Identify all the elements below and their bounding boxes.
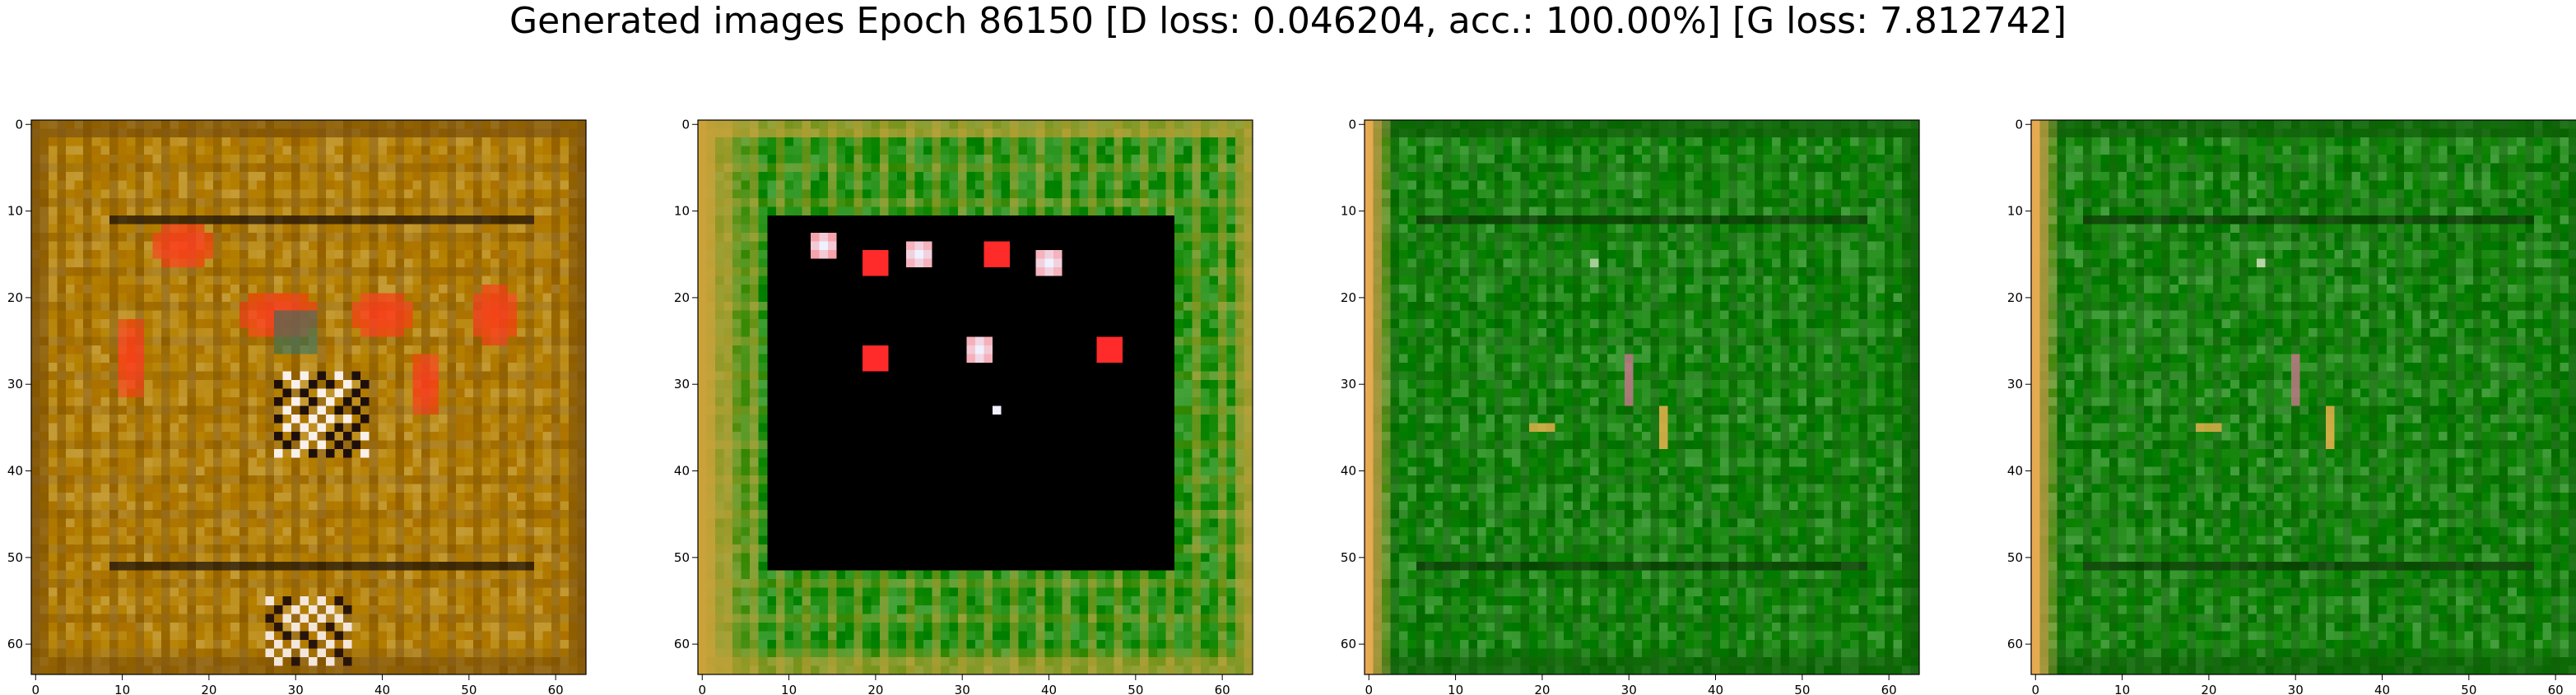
x-tick-label: 10 [2114,683,2130,695]
image-pixels [31,120,587,675]
y-tick-label: 30 [674,377,690,392]
x-tick-label: 60 [1215,683,1230,695]
x-tick-label: 40 [374,683,390,695]
x-tick-label: 40 [1041,683,1057,695]
x-tick-label: 20 [2201,683,2216,695]
y-tick-label: 50 [1341,550,1356,565]
x-tick-label: 0 [1365,683,1373,695]
y-tick-label: 30 [7,377,23,392]
figure-title: Generated images Epoch 86150 [D loss: 0.… [509,0,2067,42]
image-pixels [1365,120,1920,675]
x-tick-label: 30 [1621,683,1637,695]
x-tick-label: 30 [288,683,304,695]
image-axes-2: 0 10 20 30 40 50 60 0 10 20 30 40 50 60 [674,117,1253,695]
y-tick-label: 60 [1341,637,1356,651]
x-tick-label: 0 [2031,683,2039,695]
y-tick-label: 50 [7,550,23,565]
axes-frame [697,119,1253,675]
x-tick-label: 0 [31,683,40,695]
y-tick-label: 10 [674,204,690,219]
x-tick-label: 50 [1794,683,1810,695]
x-tick-label: 30 [955,683,970,695]
image-panel-1: 0 10 20 30 40 50 60 0 10 20 30 40 50 60 [7,117,587,695]
image-axes-1: 0 10 20 30 40 50 60 0 10 20 30 40 50 60 [7,117,587,695]
y-tick-label: 60 [2007,637,2023,651]
y-tick-label: 0 [681,117,690,132]
y-tick-label: 10 [1341,204,1356,219]
y-tick-label: 0 [2015,117,2023,132]
axes-frame [2030,119,2576,675]
x-tick-label: 60 [1881,683,1897,695]
y-tick-label: 0 [1348,117,1356,132]
axes-frame [1364,119,1920,675]
x-tick-label: 50 [2461,683,2476,695]
x-tick-label: 50 [1128,683,1143,695]
axes-frame [30,119,587,675]
image-axes-4: 0 10 20 30 40 50 60 0 10 20 30 40 50 60 [2007,117,2576,695]
x-tick-label: 60 [548,683,564,695]
y-tick-label: 10 [2007,204,2023,219]
y-tick-label: 30 [2007,377,2023,392]
x-tick-label: 20 [867,683,883,695]
x-tick-label: 50 [461,683,477,695]
x-tick-label: 60 [2548,683,2564,695]
image-axes-3: 0 10 20 30 40 50 60 0 10 20 30 40 50 60 [1341,117,1920,695]
y-tick-label: 60 [674,637,690,651]
y-tick-label: 50 [674,550,690,565]
y-tick-label: 10 [7,204,23,219]
y-tick-label: 20 [7,290,23,305]
image-panel-3: 0 10 20 30 40 50 60 0 10 20 30 40 50 60 [1341,117,1920,695]
y-tick-label: 40 [7,464,23,479]
x-tick-label: 40 [1708,683,1723,695]
x-tick-label: 10 [1448,683,1463,695]
x-tick-label: 20 [1534,683,1550,695]
y-tick-label: 40 [674,464,690,479]
x-tick-label: 10 [114,683,130,695]
image-panel-4: 0 10 20 30 40 50 60 0 10 20 30 40 50 60 [2007,117,2576,695]
y-tick-label: 40 [2007,464,2023,479]
image-pixels [2031,120,2576,675]
y-tick-label: 50 [2007,550,2023,565]
x-tick-label: 40 [2374,683,2390,695]
y-tick-label: 0 [15,117,23,132]
y-tick-label: 60 [7,637,23,651]
y-tick-label: 20 [1341,290,1356,305]
y-tick-label: 30 [1341,377,1356,392]
y-tick-label: 40 [1341,464,1356,479]
image-panel-2: 0 10 20 30 40 50 60 0 10 20 30 40 50 60 [674,117,1253,695]
y-tick-label: 20 [2007,290,2023,305]
image-pixels [698,120,1253,675]
y-tick-label: 20 [674,290,690,305]
x-tick-label: 30 [2288,683,2304,695]
x-tick-label: 0 [698,683,706,695]
x-tick-label: 20 [201,683,216,695]
x-tick-label: 10 [781,683,797,695]
